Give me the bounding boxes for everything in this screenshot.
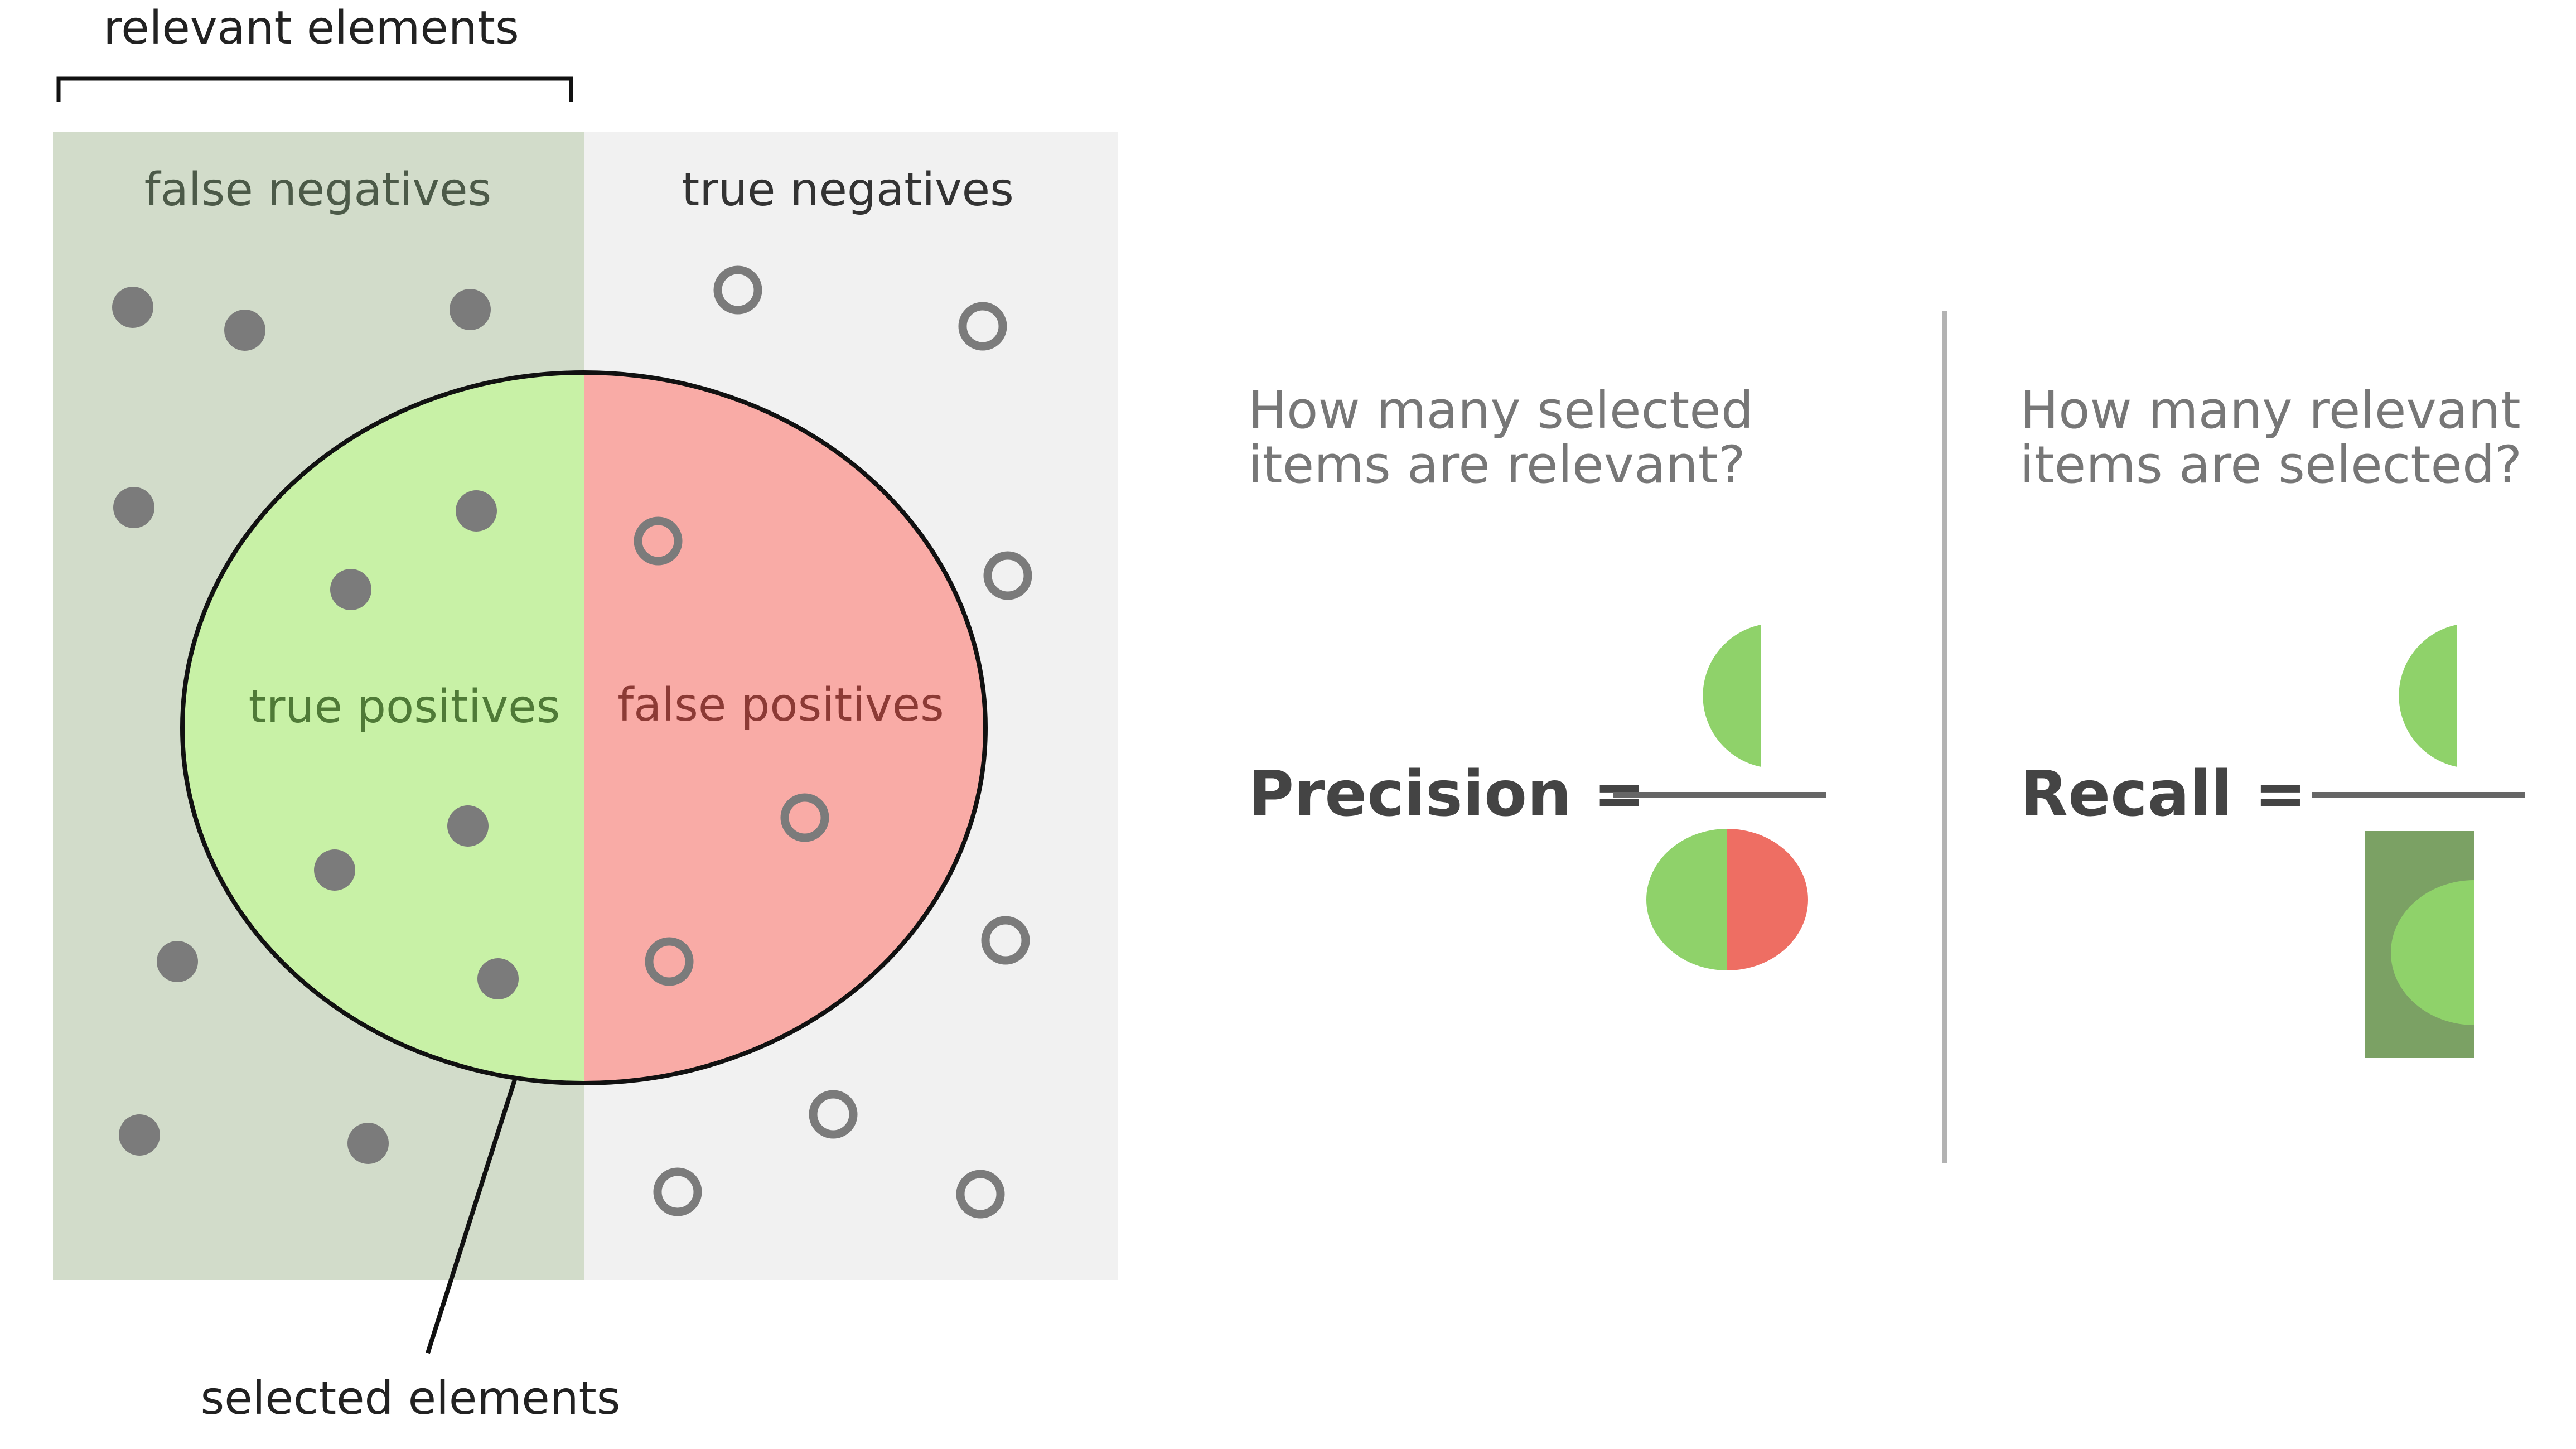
- relevant-dot: [456, 490, 497, 532]
- true-positives-region: [182, 373, 584, 1083]
- false-positives-region: [584, 373, 985, 1083]
- selected-pointer-line: [426, 1079, 517, 1354]
- relevant-dot: [477, 958, 519, 999]
- precision-denominator-false-half: [1727, 829, 1808, 970]
- relevant-dot: [330, 569, 371, 610]
- recall-label: Recall =: [2020, 758, 2307, 830]
- relevant-dot: [347, 1123, 389, 1164]
- non-relevant-dot: [780, 793, 829, 842]
- relevant-dot: [119, 1114, 160, 1156]
- precision-denominator-true-half: [1646, 829, 1727, 970]
- precision-question-line1: How many selected: [1248, 380, 1753, 440]
- relevant-dot: [314, 849, 355, 891]
- non-relevant-dot: [653, 1167, 702, 1216]
- recall-question-line2: items are selected?: [2020, 435, 2522, 495]
- non-relevant-items: [634, 265, 1032, 1219]
- relevant-dot: [450, 289, 491, 330]
- non-relevant-dot: [983, 551, 1032, 600]
- false-positives-label: false positives: [617, 679, 944, 732]
- relevant-dot: [113, 487, 154, 528]
- non-relevant-dot: [956, 1170, 1005, 1219]
- selected-elements-outline: [180, 370, 988, 1085]
- true-positives-label: true positives: [249, 680, 560, 733]
- non-relevant-dot: [713, 265, 762, 315]
- selected-elements-label: selected elements: [200, 1372, 620, 1425]
- relevant-dot: [224, 310, 265, 351]
- precision-numerator-half: [1703, 625, 1761, 767]
- recall-denominator-true-half: [2391, 880, 2474, 1025]
- non-relevant-dot: [981, 916, 1030, 965]
- relevant-dot: [157, 941, 198, 982]
- recall-question-line1: How many relevant: [2020, 380, 2521, 440]
- precision-question-line2: items are relevant?: [1248, 435, 1746, 495]
- relevant-bracket: [56, 76, 573, 102]
- recall-numerator-half: [2399, 625, 2457, 767]
- non-relevant-dot: [634, 516, 683, 566]
- non-relevant-dot: [958, 302, 1007, 351]
- precision-label: Precision =: [1248, 758, 1646, 830]
- false-negatives-label: false negatives: [144, 163, 492, 216]
- relevant-dot: [447, 805, 489, 847]
- relevant-items: [112, 287, 519, 1164]
- non-relevant-dot: [645, 937, 694, 986]
- true-negatives-label: true negatives: [682, 163, 1014, 216]
- relevant-elements-label: relevant elements: [103, 2, 519, 55]
- non-relevant-dot: [809, 1090, 858, 1139]
- relevant-dot: [112, 287, 153, 328]
